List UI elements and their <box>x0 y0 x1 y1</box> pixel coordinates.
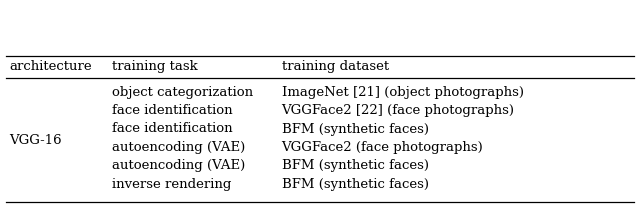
Text: architecture: architecture <box>10 59 92 73</box>
Text: autoencoding (VAE): autoencoding (VAE) <box>112 159 245 172</box>
Text: BFM (synthetic faces): BFM (synthetic faces) <box>282 178 429 191</box>
Text: face identification: face identification <box>112 122 232 135</box>
Text: training task: training task <box>112 59 198 73</box>
Text: BFM (synthetic faces): BFM (synthetic faces) <box>282 159 429 172</box>
Text: inverse rendering: inverse rendering <box>112 178 232 191</box>
Text: VGGFace2 [22] (face photographs): VGGFace2 [22] (face photographs) <box>282 104 515 117</box>
Text: training dataset: training dataset <box>282 59 388 73</box>
Text: ImageNet [21] (object photographs): ImageNet [21] (object photographs) <box>282 86 524 98</box>
Text: VGGFace2 (face photographs): VGGFace2 (face photographs) <box>282 141 483 154</box>
Text: BFM (synthetic faces): BFM (synthetic faces) <box>282 122 429 135</box>
Text: autoencoding (VAE): autoencoding (VAE) <box>112 141 245 154</box>
Text: face identification: face identification <box>112 104 232 117</box>
Text: VGG-16: VGG-16 <box>10 134 62 147</box>
Text: object categorization: object categorization <box>112 86 253 98</box>
